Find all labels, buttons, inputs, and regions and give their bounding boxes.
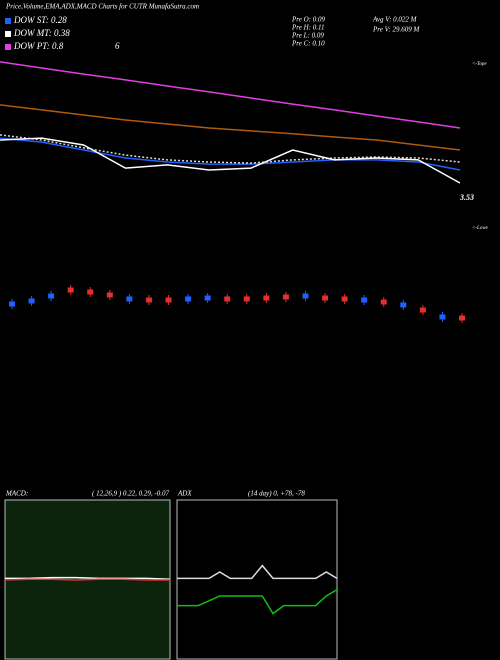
candle bbox=[243, 296, 250, 302]
macd-label: MACD: bbox=[5, 490, 28, 498]
candle bbox=[28, 298, 35, 304]
candle bbox=[322, 295, 329, 301]
series-line bbox=[0, 134, 461, 164]
stat: Pre V: 29.609 M bbox=[372, 26, 420, 34]
candle bbox=[67, 287, 74, 293]
candle bbox=[439, 314, 446, 320]
candle bbox=[380, 299, 387, 305]
candle bbox=[459, 315, 465, 321]
candle bbox=[165, 297, 172, 303]
candle bbox=[341, 296, 348, 302]
series-line bbox=[177, 564, 338, 580]
adx-label: ADX bbox=[177, 490, 192, 498]
candle bbox=[48, 293, 55, 299]
candle bbox=[224, 296, 231, 302]
candle bbox=[361, 297, 368, 303]
series-line bbox=[4, 578, 170, 581]
candle bbox=[106, 292, 113, 298]
stat: Pre O: 0.09 bbox=[291, 16, 325, 24]
candle bbox=[145, 297, 152, 303]
macd-params: ( 12,26,9 ) 0.22, 0.29, -0.07 bbox=[92, 490, 169, 498]
series-line bbox=[5, 576, 171, 580]
stat: Pre H: 0.11 bbox=[291, 24, 324, 32]
legend-label: DOW PT: 0.8 bbox=[13, 41, 64, 51]
adx-params: (14 day) 0, +78, -78 bbox=[248, 490, 305, 498]
candle bbox=[263, 295, 270, 301]
legend-swatch bbox=[5, 18, 11, 24]
series-line bbox=[0, 61, 461, 129]
legend-swatch bbox=[5, 31, 11, 37]
candle bbox=[419, 307, 426, 313]
stat: Pre L: 0.09 bbox=[291, 32, 324, 40]
last-price: 3.53 bbox=[459, 193, 474, 202]
legend-label: DOW ST: 0.28 bbox=[13, 15, 67, 25]
legend-extra: 6 bbox=[115, 41, 120, 51]
legend-swatch bbox=[5, 44, 11, 50]
series-line bbox=[0, 137, 461, 171]
low-tag: <-Lowe bbox=[472, 226, 489, 231]
candle bbox=[126, 296, 133, 302]
legend-label: DOW MT: 0.38 bbox=[13, 28, 70, 38]
candle bbox=[302, 293, 309, 299]
panel bbox=[176, 499, 338, 660]
chart-title: Price,Volume,EMA,ADX,MACD Charts for CUT… bbox=[5, 3, 199, 11]
candle bbox=[87, 289, 94, 295]
top-tag: <-Tope bbox=[472, 62, 487, 67]
series-line bbox=[0, 137, 461, 184]
candle bbox=[185, 296, 192, 302]
candle bbox=[282, 294, 289, 300]
stat: Pre C: 0.10 bbox=[291, 40, 325, 48]
series-line bbox=[0, 104, 461, 151]
series-line bbox=[177, 588, 338, 615]
candle bbox=[204, 295, 211, 301]
candle bbox=[9, 301, 15, 307]
stat: Avg V: 0.022 M bbox=[372, 16, 418, 24]
candle bbox=[400, 302, 407, 308]
